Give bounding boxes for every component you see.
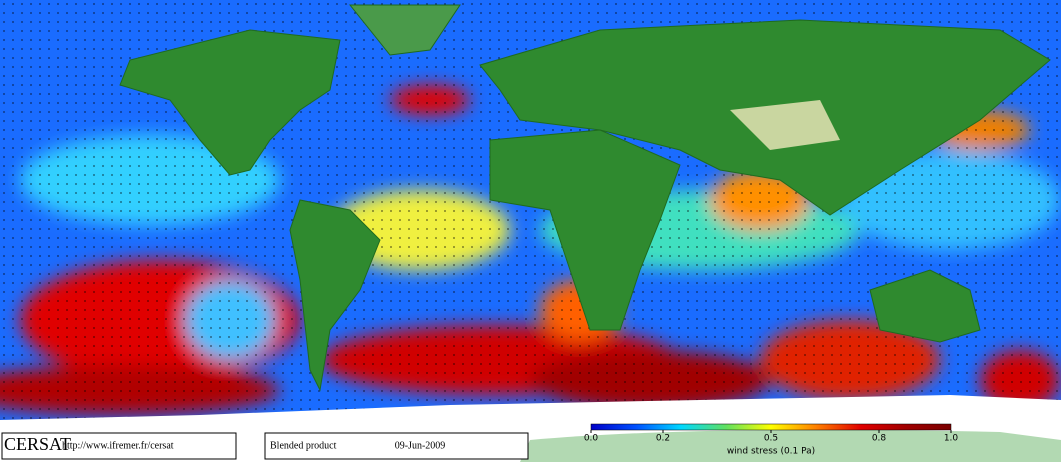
tick-label: 0.5: [764, 434, 778, 444]
product: Blended product: [270, 440, 337, 451]
product-box: [264, 432, 529, 460]
credit-box: [1, 432, 237, 460]
colorbar-ramp: [590, 423, 952, 431]
colorbar-label: wind stress (0.1 Pa): [727, 447, 815, 457]
tick-label: 1.0: [944, 434, 959, 444]
date: 09-Jun-2009: [395, 440, 446, 451]
antarctica-relief: [520, 429, 1061, 462]
url: http://www.ifremer.fr/cersat: [62, 440, 174, 451]
colorbar: 0.0 0.2 0.5 0.8 1.0 wind stress (0.1 Pa): [584, 423, 959, 457]
tick-label: 0.0: [584, 434, 599, 444]
logo: CERSAT: [4, 434, 71, 454]
tick-label: 0.2: [656, 434, 670, 444]
land: [119, 4, 1051, 392]
tick-label: 0.8: [872, 434, 887, 444]
